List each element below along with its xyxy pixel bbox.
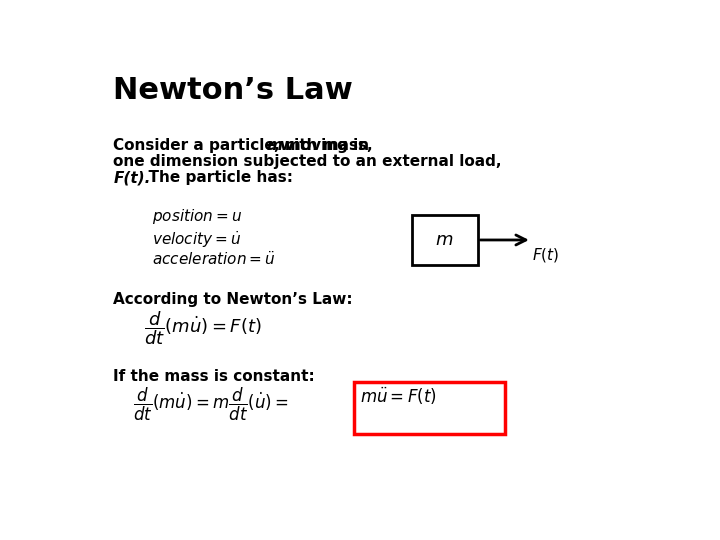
- Bar: [354, 382, 505, 434]
- Text: , moving in: , moving in: [274, 138, 369, 153]
- Text: $F(t)$: $F(t)$: [532, 246, 559, 264]
- Text: $position = u$: $position = u$: [152, 207, 242, 226]
- Text: F(t).: F(t).: [113, 170, 150, 185]
- Text: one dimension subjected to an external load,: one dimension subjected to an external l…: [113, 154, 502, 169]
- Text: Consider a particle with mass,: Consider a particle with mass,: [113, 138, 378, 153]
- Text: $velocity = \dot{u}$: $velocity = \dot{u}$: [152, 229, 241, 249]
- Text: $\dfrac{d}{dt}\left(m\dot{u}\right)= F(t)$: $\dfrac{d}{dt}\left(m\dot{u}\right)= F(t…: [144, 309, 262, 347]
- Text: $m\ddot{u} = F(t)$: $m\ddot{u} = F(t)$: [360, 386, 436, 407]
- Text: Newton’s Law: Newton’s Law: [113, 76, 353, 105]
- Text: $\dfrac{d}{dt}\left(m\dot{u}\right)= m\dfrac{d}{dt}\left(\dot{u}\right)=$: $\dfrac{d}{dt}\left(m\dot{u}\right)= m\d…: [132, 386, 288, 423]
- Text: $m$: $m$: [436, 231, 454, 249]
- Bar: [412, 215, 477, 265]
- Text: The particle has:: The particle has:: [138, 170, 293, 185]
- Text: $acceleration = \ddot{u}$: $acceleration = \ddot{u}$: [152, 251, 276, 268]
- Text: If the mass is constant:: If the mass is constant:: [113, 369, 315, 384]
- Text: m: m: [266, 138, 282, 153]
- Text: According to Newton’s Law:: According to Newton’s Law:: [113, 292, 353, 307]
